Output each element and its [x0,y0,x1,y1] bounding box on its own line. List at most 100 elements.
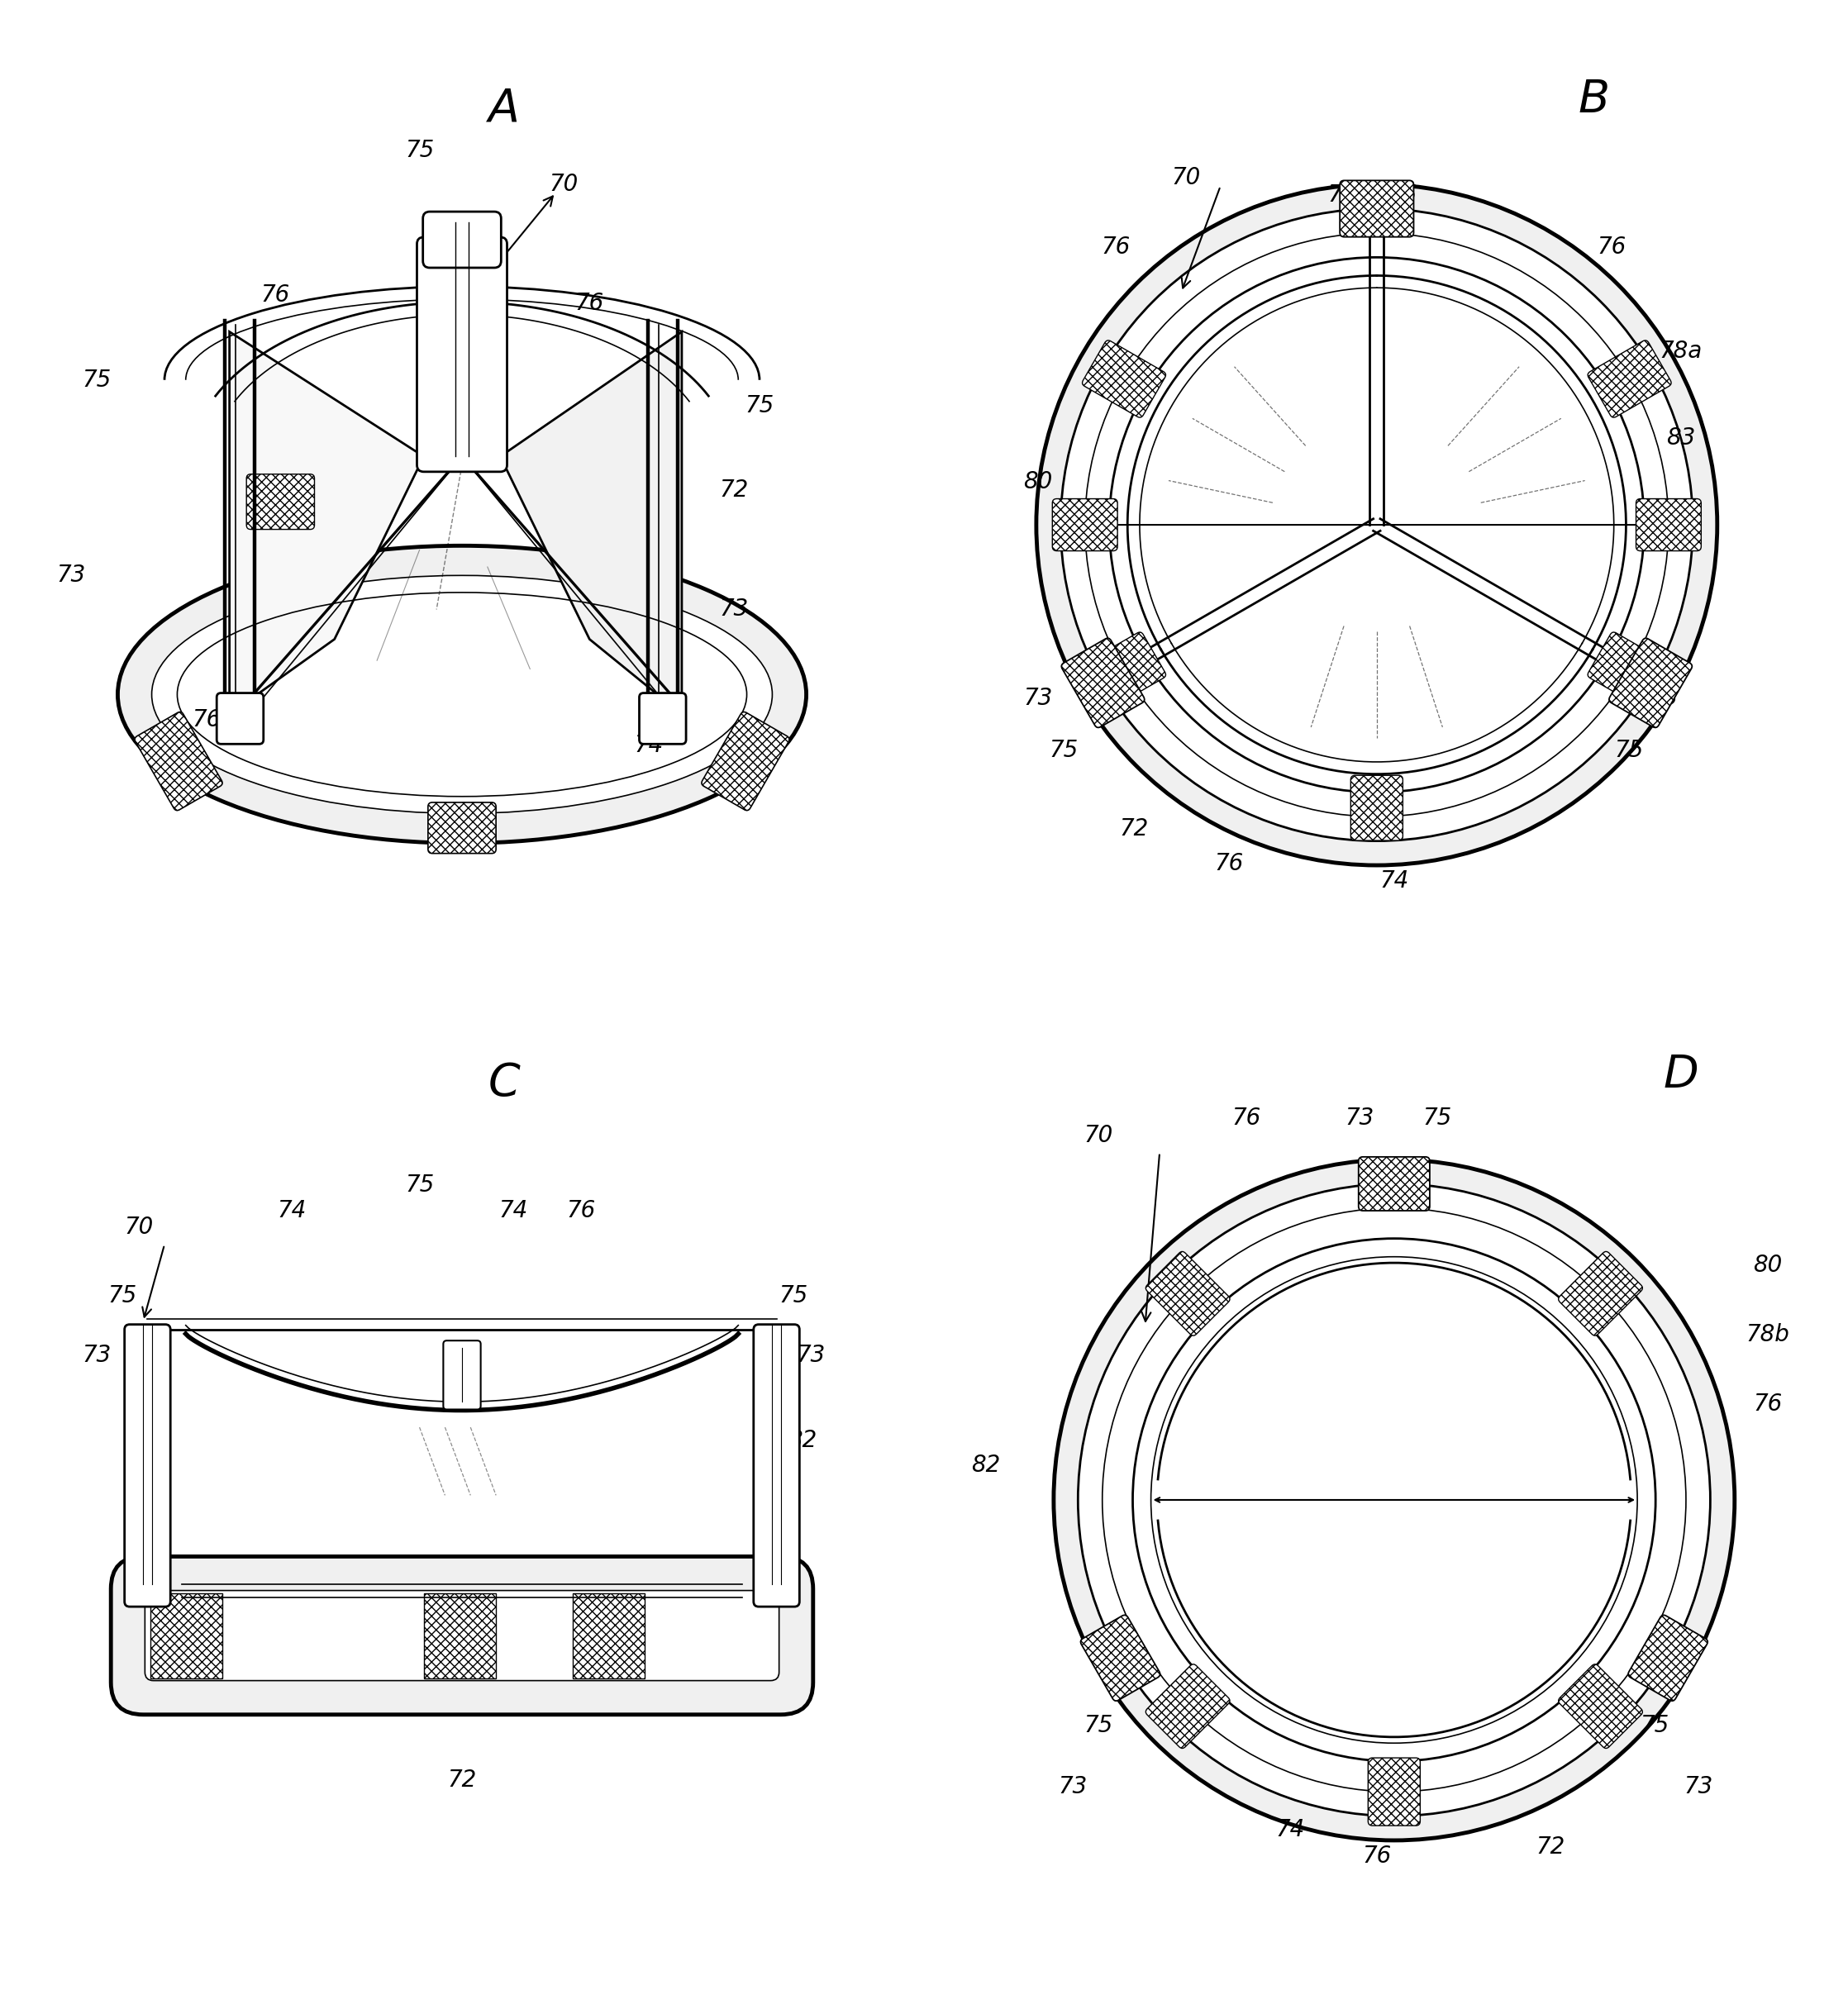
FancyBboxPatch shape [754,1325,800,1606]
Text: 83: 83 [1667,426,1695,450]
FancyBboxPatch shape [1558,1252,1643,1335]
Text: 75: 75 [1641,1713,1669,1737]
Text: 73: 73 [1684,1775,1713,1799]
FancyBboxPatch shape [216,693,264,744]
FancyBboxPatch shape [135,712,222,810]
Text: 78a: 78a [1660,340,1702,362]
FancyBboxPatch shape [418,237,506,472]
Text: C: C [488,1061,521,1104]
Text: 75: 75 [1085,1713,1112,1737]
Text: 70: 70 [1085,1124,1112,1146]
FancyBboxPatch shape [639,693,686,744]
Bar [573,1594,645,1678]
Text: 74: 74 [1275,1819,1305,1841]
Text: 75: 75 [107,1284,137,1307]
FancyBboxPatch shape [144,1590,780,1682]
Text: 76: 76 [1214,852,1244,876]
Text: 70: 70 [1172,165,1199,189]
FancyBboxPatch shape [124,1325,170,1606]
FancyBboxPatch shape [1061,639,1144,728]
Text: 74: 74 [277,1200,307,1222]
Text: B: B [1578,78,1610,121]
FancyBboxPatch shape [702,712,789,810]
Text: 73: 73 [1024,687,1053,710]
Text: 75: 75 [780,1284,808,1307]
Polygon shape [501,332,682,714]
FancyBboxPatch shape [1083,340,1166,418]
Text: 76: 76 [192,708,222,732]
Text: 75: 75 [1388,183,1417,207]
Text: 76: 76 [261,283,290,306]
Bar [423,1594,495,1678]
FancyBboxPatch shape [1146,1664,1229,1749]
Text: 74: 74 [1380,870,1408,892]
FancyBboxPatch shape [1635,499,1702,551]
Text: 73: 73 [1345,1106,1373,1130]
Text: 82: 82 [972,1453,1000,1477]
Text: 76: 76 [1754,1393,1781,1417]
Text: A: A [490,86,519,129]
Text: 80: 80 [1024,470,1053,494]
Text: 75: 75 [1613,738,1643,762]
Text: 76: 76 [575,293,604,314]
Text: 73: 73 [1059,1775,1087,1799]
Text: 76: 76 [1101,235,1131,259]
Text: 75: 75 [745,394,774,418]
FancyBboxPatch shape [1340,181,1414,237]
Text: 72: 72 [447,1769,477,1791]
Text: 70: 70 [549,173,578,195]
FancyBboxPatch shape [1610,639,1693,728]
Text: 78b: 78b [1746,1323,1789,1347]
FancyBboxPatch shape [1368,1757,1419,1825]
Circle shape [1061,209,1693,842]
Text: 74: 74 [499,1200,527,1222]
Circle shape [1037,185,1717,866]
Text: 75: 75 [405,1174,434,1196]
FancyBboxPatch shape [1146,1252,1229,1335]
Text: 72: 72 [1120,818,1148,840]
FancyBboxPatch shape [1052,499,1118,551]
Circle shape [1077,1184,1709,1817]
Text: 72: 72 [719,480,748,501]
FancyBboxPatch shape [1628,1616,1708,1701]
FancyBboxPatch shape [111,1556,813,1715]
Text: 76: 76 [567,1200,595,1222]
FancyBboxPatch shape [1081,1616,1161,1701]
Text: 75: 75 [1423,1106,1453,1130]
Text: 73: 73 [81,1343,111,1367]
Text: 76: 76 [1233,1106,1260,1130]
Text: 76: 76 [1362,1845,1392,1867]
Text: 80: 80 [1754,1254,1781,1278]
FancyBboxPatch shape [1558,1664,1643,1749]
Text: 75: 75 [1050,738,1079,762]
Text: 72: 72 [1536,1835,1565,1859]
Text: 73: 73 [57,563,85,587]
FancyBboxPatch shape [429,802,495,854]
Text: 75: 75 [405,139,434,161]
Text: 73: 73 [796,1343,824,1367]
FancyBboxPatch shape [1358,1156,1430,1210]
Text: 82: 82 [464,802,493,826]
Text: 73: 73 [1327,183,1356,207]
Text: 76: 76 [1597,235,1626,259]
Text: 73: 73 [719,597,748,621]
Text: 73: 73 [1648,687,1678,710]
FancyBboxPatch shape [1351,776,1403,840]
Polygon shape [229,332,423,714]
Text: 82: 82 [787,1429,817,1451]
Ellipse shape [152,575,772,814]
Circle shape [1053,1160,1735,1841]
Text: D: D [1663,1053,1698,1096]
Text: 70: 70 [124,1216,153,1240]
FancyBboxPatch shape [1587,633,1671,708]
FancyBboxPatch shape [444,1341,480,1409]
Bar [150,1594,222,1678]
FancyBboxPatch shape [423,211,501,269]
Text: 74: 74 [634,734,663,756]
Text: 80: 80 [1667,531,1695,553]
Ellipse shape [118,545,806,844]
FancyBboxPatch shape [1083,633,1166,708]
FancyBboxPatch shape [246,474,314,529]
Text: 75: 75 [81,368,111,392]
FancyBboxPatch shape [1587,340,1671,418]
